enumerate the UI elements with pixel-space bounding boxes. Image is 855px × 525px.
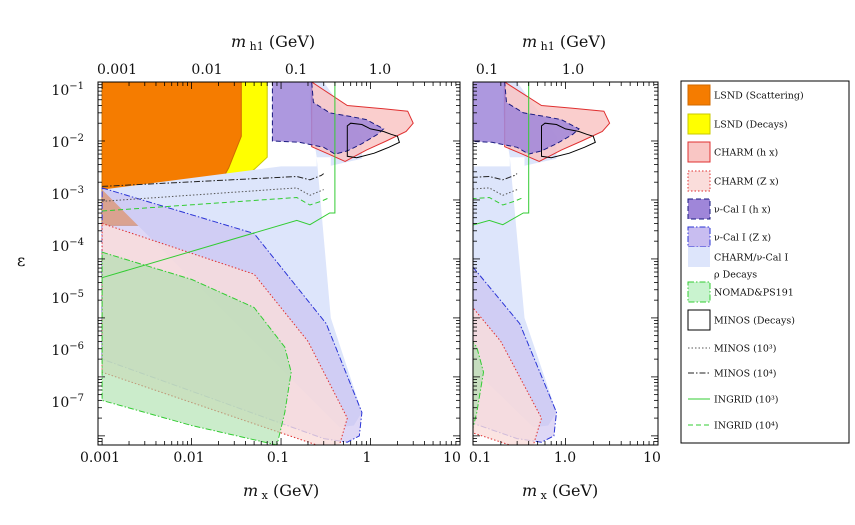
right-panel: 0.1 1.0 10 0.1 1.0 m x (GeV) m h1 (GeV) [469, 32, 661, 502]
legend: LSND (Scattering) LSND (Decays) CHARM (h x… [680, 80, 850, 444]
left-line-ingrid-10-4 [102, 196, 330, 212]
top-tick-label: 0.1 [285, 62, 307, 78]
legend-item-cal-i-h-x: ν-Cal I (h x) [687, 198, 771, 220]
right-region-nomad-ps191 [473, 341, 485, 430]
top-tick-label: 0.001 [97, 62, 137, 78]
top-tick-label: 0.01 [191, 62, 222, 78]
legend-label: INGRID (10³) [714, 395, 779, 406]
left-line-ingrid-10-3 [101, 82, 336, 279]
left-frame [97, 81, 461, 446]
y-tick-label: 10−4 [51, 237, 84, 255]
y-tick-label: 10−3 [51, 185, 84, 203]
top-tick-label: 1.0 [562, 62, 584, 78]
left-lines [101, 82, 336, 279]
bottom-tick-label: 1.0 [554, 450, 576, 466]
legend-swatch [687, 113, 711, 135]
legend-swatch [687, 198, 711, 220]
legend-item-minos-decays: MINOS (Decays) [687, 309, 795, 331]
y-tick-labels: 10−1 10−2 10−3 10−4 10−5 10−6 10−7 [51, 81, 84, 411]
right-line-ingrid-10-4 [473, 196, 524, 206]
top-axis-title: m h1 (GeV) [522, 32, 606, 53]
legend-label: ν-Cal I (h x) [714, 205, 771, 216]
legend-item-nomad-ps191: NOMAD&PS191 [687, 281, 794, 303]
legend-item-ingrid-10: INGRID (10⁴) [688, 421, 779, 432]
left-line-minos-10-4 [102, 173, 324, 187]
legend-swatch [687, 226, 711, 248]
legend-item-charm-h-x: CHARM (h x) [687, 141, 778, 163]
legend-label: CHARM (Z x) [714, 177, 779, 188]
legend-swatch [687, 309, 711, 331]
legend-label: MINOS (Decays) [714, 316, 795, 327]
legend-item-minos-10: MINOS (10³) [688, 344, 776, 355]
right-regions [473, 82, 611, 445]
top-tick-label: 0.1 [476, 62, 498, 78]
right-line-minos-10-4 [473, 173, 518, 181]
y-tick-label: 10−1 [51, 81, 84, 99]
legend-swatch [687, 170, 711, 192]
legend-swatch [687, 141, 711, 163]
bottom-axis-title: m x (GeV) [522, 481, 598, 502]
right-region-minos-decays [541, 122, 596, 159]
bottom-tick-label: 1 [363, 450, 372, 466]
y-axis-title: ε [17, 251, 25, 270]
right-region-charm-z-x [473, 307, 543, 445]
legend-item-lsnd-decays: LSND (Decays) [687, 113, 788, 135]
legend-item-minos-10: MINOS (10⁴) [688, 369, 776, 380]
bottom-tick-label: 0.01 [173, 450, 204, 466]
right-ticks [472, 81, 659, 446]
legend-item-lsnd-scattering: LSND (Scattering) [687, 84, 804, 106]
legend-label: ν-Cal I (Z x) [714, 233, 771, 244]
top-tick-label: 1.0 [369, 62, 391, 78]
legend-label: CHARM (h x) [714, 148, 778, 159]
legend-swatch [687, 281, 711, 303]
left-region-nu-cal-i-h-x [271, 82, 385, 155]
bottom-tick-label: 10 [643, 450, 661, 466]
bottom-tick-label: 10 [443, 450, 461, 466]
left-region-minos-decays [346, 122, 401, 159]
legend-item-cal-i-z-x: ν-Cal I (Z x) [687, 226, 771, 248]
legend-item-charm-z-x: CHARM (Z x) [687, 170, 779, 192]
right-line-minos-10-3 [473, 187, 518, 196]
right-line-ingrid-10-3 [473, 82, 530, 226]
left-region-nomad-ps191 [101, 251, 292, 445]
bottom-axis-title: m x (GeV) [243, 481, 319, 502]
legend-swatch [687, 84, 711, 106]
legend-label: MINOS (10³) [714, 344, 776, 355]
y-tick-label: 10−6 [51, 341, 84, 359]
left-ticks [97, 81, 461, 446]
right-lines [473, 82, 530, 226]
legend-label: ρ Decays [714, 270, 757, 281]
left-panel: 0.001 0.01 0.1 1 10 0.001 0.01 0.1 1.0 1… [17, 32, 461, 502]
right-region-nu-cal-i-h-x [473, 82, 580, 155]
y-tick-label: 10−7 [51, 393, 84, 411]
legend-label: LSND (Decays) [714, 120, 788, 131]
y-tick-label: 10−2 [51, 133, 84, 151]
legend-item-charm-cal-i: CHARM/ν-Cal I [688, 247, 788, 267]
legend-label: NOMAD&PS191 [714, 288, 794, 299]
y-tick-label: 10−5 [51, 289, 84, 307]
bottom-tick-label: 0.001 [80, 450, 120, 466]
legend-item-ingrid-10: INGRID (10³) [688, 395, 779, 406]
legend-item-decays: ρ Decays [714, 270, 757, 281]
legend-label: CHARM/ν-Cal I [714, 253, 788, 264]
bottom-tick-label: 0.1 [267, 450, 289, 466]
top-axis-title: m h1 (GeV) [231, 32, 315, 53]
left-regions [101, 82, 414, 445]
legend-label: MINOS (10⁴) [714, 369, 776, 380]
legend-label: LSND (Scattering) [714, 91, 804, 102]
legend-swatch [688, 247, 710, 267]
left-line-minos-10-3 [102, 187, 324, 202]
legend-label: INGRID (10⁴) [714, 421, 779, 432]
bottom-tick-label: 0.1 [469, 450, 491, 466]
